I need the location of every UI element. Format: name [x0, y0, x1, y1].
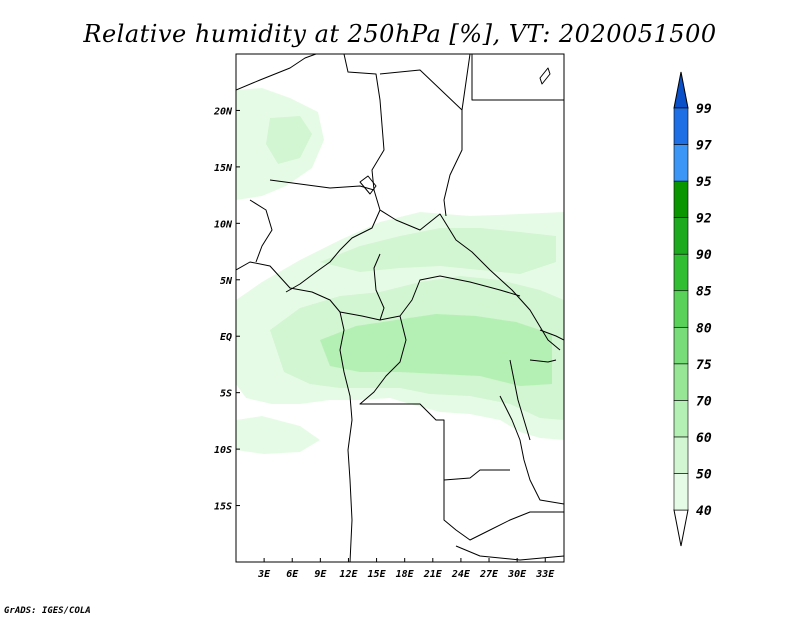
colorbar-level-label: 90	[696, 248, 712, 263]
colorbar-swatch	[673, 436, 689, 474]
colorbar-level-label: 40	[696, 504, 712, 519]
lon-tick-label: 30E	[507, 569, 527, 580]
lon-tick-label: 21E	[423, 569, 443, 580]
map-frame	[235, 53, 565, 563]
lon-tick-label: 6E	[286, 569, 299, 580]
humidity-region-south-plume	[236, 416, 320, 454]
grads-credit: GrADS: IGES/COLA	[4, 606, 91, 616]
lat-tick-label: 5N	[220, 276, 233, 287]
lat-tick-label: 10N	[214, 219, 233, 230]
colorbar-swatch	[673, 473, 689, 511]
humidity-field	[236, 88, 564, 454]
colorbar-swatch	[673, 400, 689, 438]
lon-tick-label: 3E	[257, 569, 271, 580]
latitude-axis: 20N 15N 10N 5N EQ 5S 10S 15S	[213, 106, 240, 513]
lat-tick-label: 15S	[214, 502, 232, 513]
humidity-region-core	[320, 314, 552, 386]
colorbar-swatch	[673, 107, 689, 145]
colorbar-swatch	[673, 363, 689, 401]
map-panel: 3E 6E 9E 12E 15E 18E 21E 24E 27E 30E 33E 20N 15N 10N…	[213, 53, 565, 580]
humidity-region-sahel-band	[320, 228, 556, 274]
colorbar-level-label: 60	[696, 431, 712, 446]
colorbar-legend: 40 50 60 70 75 80 85 90 92 95 97 99	[673, 71, 712, 547]
colorbar-level-label: 99	[696, 102, 712, 117]
colorbar-max-triangle	[673, 71, 689, 109]
lat-tick-label: 5S	[220, 389, 232, 400]
colorbar-level-label: 92	[696, 212, 712, 227]
lat-tick-label: 15N	[214, 163, 233, 174]
lat-tick-label: 10S	[214, 445, 232, 456]
country-borders	[236, 54, 564, 562]
lat-tick-label: 20N	[213, 106, 233, 117]
lon-tick-label: 18E	[396, 569, 415, 580]
colorbar-swatch	[673, 326, 689, 365]
figure-title: Relative humidity at 250hPa [%], VT: 202…	[82, 20, 716, 48]
colorbar-min-triangle	[673, 509, 689, 547]
lon-tick-label: 24E	[451, 569, 471, 580]
colorbar-level-label: 70	[696, 394, 712, 409]
colorbar-level-label: 85	[696, 285, 712, 300]
colorbar-level-label: 80	[696, 321, 712, 336]
colorbar-swatch	[673, 290, 689, 328]
colorbar-level-label: 95	[696, 175, 712, 190]
lon-tick-label: 15E	[368, 569, 387, 580]
colorbar-level-label: 97	[696, 139, 712, 154]
colorbar-level-label: 75	[696, 358, 712, 373]
lon-tick-label: 27E	[479, 569, 499, 580]
longitude-axis: 3E 6E 9E 12E 15E 18E 21E 24E 27E 30E 33E	[257, 558, 555, 580]
lon-tick-label: 33E	[535, 569, 555, 580]
colorbar-swatch	[673, 217, 689, 255]
colorbar-level-label: 50	[696, 467, 712, 482]
lat-tick-label: EQ	[220, 332, 232, 343]
colorbar-swatch	[673, 144, 689, 182]
colorbar-swatch	[673, 180, 689, 218]
humidity-region-north-patch	[266, 116, 312, 164]
lon-tick-label: 9E	[314, 569, 327, 580]
colorbar-swatch	[673, 253, 689, 292]
lon-tick-label: 12E	[339, 569, 358, 580]
